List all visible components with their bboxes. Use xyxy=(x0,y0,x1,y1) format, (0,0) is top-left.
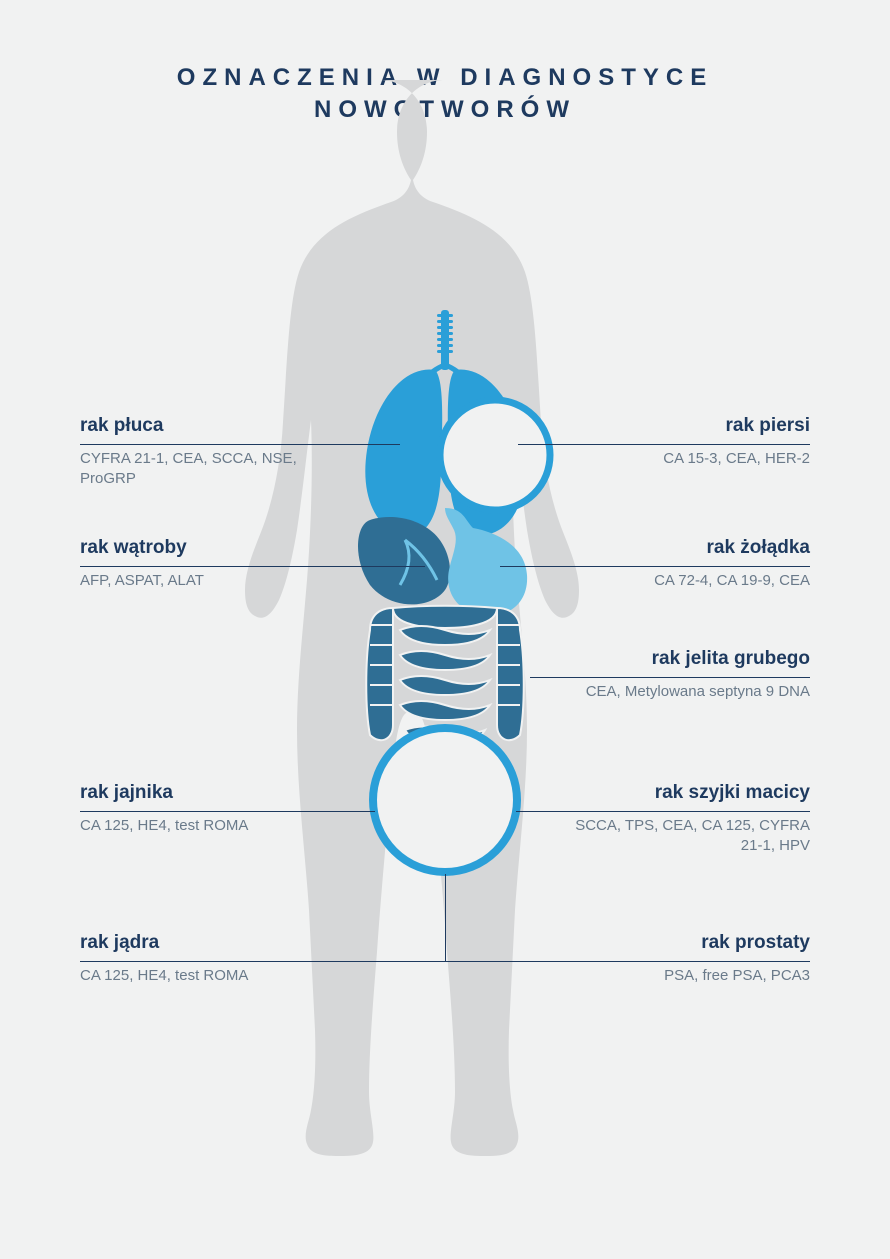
divider-line xyxy=(80,566,425,567)
label-szyjki: rak szyjki macicy SCCA, TPS, CEA, CA 125… xyxy=(560,782,810,857)
label-heading: rak jądra xyxy=(80,932,330,960)
pelvis-marker-icon xyxy=(373,728,517,872)
label-heading: rak jelita grubego xyxy=(560,648,810,676)
label-markers: PSA, free PSA, PCA3 xyxy=(560,960,810,986)
label-heading: rak prostaty xyxy=(560,932,810,960)
label-markers: CA 15-3, CEA, HER-2 xyxy=(560,443,810,469)
label-heading: rak płuca xyxy=(80,415,330,443)
divider-line xyxy=(518,444,810,445)
divider-line xyxy=(516,811,810,812)
divider-line xyxy=(500,566,810,567)
label-heading: rak szyjki macicy xyxy=(560,782,810,810)
label-heading: rak jajnika xyxy=(80,782,330,810)
divider-line xyxy=(445,961,810,962)
label-piersi: rak piersi CA 15-3, CEA, HER-2 xyxy=(560,415,810,469)
label-markers: SCCA, TPS, CEA, CA 125, CYFRA 21-1, HPV xyxy=(560,810,810,857)
label-zoladka: rak żołądka CA 72-4, CA 19-9, CEA xyxy=(560,537,810,591)
label-jajnika: rak jajnika CA 125, HE4, test ROMA xyxy=(80,782,330,836)
divider-line xyxy=(80,444,400,445)
label-markers: CEA, Metylowana septyna 9 DNA xyxy=(560,676,810,702)
label-markers: CA 72-4, CA 19-9, CEA xyxy=(560,565,810,591)
divider-line xyxy=(80,961,445,962)
breast-marker-icon xyxy=(440,400,550,510)
label-markers: AFP, ASPAT, ALAT xyxy=(80,565,330,591)
label-markers: CA 125, HE4, test ROMA xyxy=(80,960,330,986)
label-heading: rak żołądka xyxy=(560,537,810,565)
anatomy-diagram xyxy=(235,80,655,1210)
label-jelita: rak jelita grubego CEA, Metylowana septy… xyxy=(560,648,810,702)
divider-line xyxy=(80,811,375,812)
label-markers: CA 125, HE4, test ROMA xyxy=(80,810,330,836)
label-markers: CYFRA 21-1, CEA, SCCA, NSE, ProGRP xyxy=(80,443,330,490)
label-prostaty: rak prostaty PSA, free PSA, PCA3 xyxy=(560,932,810,986)
label-watroby: rak wątroby AFP, ASPAT, ALAT xyxy=(80,537,330,591)
label-pluca: rak płuca CYFRA 21-1, CEA, SCCA, NSE, Pr… xyxy=(80,415,330,490)
divider-line xyxy=(530,677,810,678)
label-jadra: rak jądra CA 125, HE4, test ROMA xyxy=(80,932,330,986)
label-heading: rak wątroby xyxy=(80,537,330,565)
divider-line xyxy=(445,874,446,962)
label-heading: rak piersi xyxy=(560,415,810,443)
